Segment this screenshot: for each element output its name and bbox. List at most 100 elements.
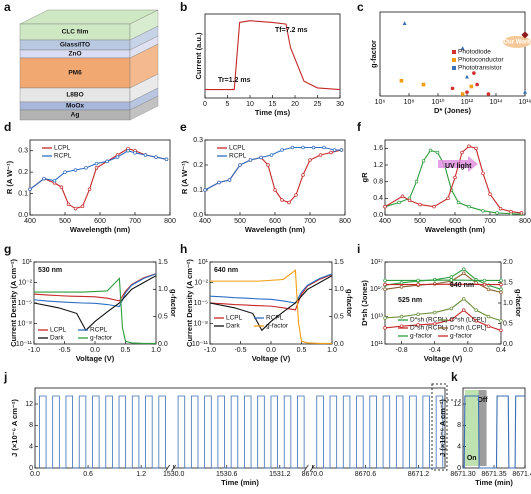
data-point (449, 282, 454, 286)
annotation: 530 nm (38, 267, 62, 274)
data-point (416, 323, 420, 327)
data-point (399, 78, 404, 83)
y-tick-label: 10¹³ (371, 314, 384, 321)
panel-label: f (357, 120, 362, 134)
data-point (399, 314, 404, 319)
y-tick-label: 8 (457, 422, 461, 429)
data-point (66, 202, 71, 207)
layer-side (129, 95, 159, 121)
region-label: On (467, 455, 477, 462)
x-tick-label: 0.5 (297, 347, 307, 354)
y-tick-label: 0 (457, 465, 461, 472)
y-axis-label: Current Density (A cm⁻²) (185, 259, 194, 347)
y2-tick-label: 1.5 (158, 259, 168, 266)
data-point (421, 159, 426, 163)
axis-break (165, 464, 170, 472)
data-point (432, 310, 437, 315)
data-point (73, 206, 78, 211)
data-point (28, 187, 32, 192)
y2-tick-label: 0.0 (334, 341, 344, 348)
data-point (59, 185, 64, 189)
data-point (87, 187, 92, 192)
data-point (84, 166, 88, 170)
data-point (332, 148, 337, 152)
layer-label: PM6 (68, 70, 82, 77)
y-tick-label: 10⁻⁵ (194, 300, 208, 307)
y-tick-label: 0.2 (193, 162, 203, 169)
series-line (384, 145, 522, 214)
uv-arrow (438, 156, 478, 172)
data-point (449, 275, 454, 279)
y2-tick-label: 1.0 (503, 300, 513, 307)
legend-label: LCPL (229, 145, 246, 152)
data-point (203, 188, 207, 192)
x-tick-label: 0.5 (121, 347, 131, 354)
series-line (209, 273, 333, 311)
x-tick-label: 10¹⁶ (519, 99, 531, 106)
data-point (498, 207, 503, 211)
x-tick-label: 1.0 (151, 347, 161, 354)
data-point (290, 145, 295, 150)
data-point (397, 200, 401, 205)
data-point (280, 148, 284, 152)
x-tick-label: 5 (226, 101, 230, 108)
y-tick-label: 1.2 (373, 162, 383, 169)
data-point (499, 278, 503, 283)
y-tick-label: 10⁻⁵ (18, 300, 32, 307)
x-tick-label: 0.0 (30, 471, 40, 478)
data-point (449, 278, 454, 282)
y-tick-label: 10¹¹ (371, 341, 384, 348)
y-tick-label: 0.0 (18, 212, 28, 219)
y-tick-label: 0.8 (373, 179, 383, 186)
x-tick-label: -0.5 (234, 347, 246, 354)
data-point (474, 281, 478, 285)
data-point (400, 194, 405, 199)
x-tick-label: 8671.2 (408, 471, 430, 478)
data-point (488, 192, 492, 196)
x-tick-label: 800 (519, 218, 531, 225)
y-tick-label: 12 (453, 401, 461, 408)
data-point (311, 145, 316, 150)
x-tick-label: -0.5 (58, 347, 70, 354)
y-tick-label: 10¹ (198, 259, 209, 266)
x-tick-label: 500 (59, 218, 71, 225)
legend-label: g-factor (450, 333, 473, 340)
data-point (481, 171, 485, 176)
legend-label: Photoconductor (458, 57, 504, 64)
data-point (217, 180, 221, 185)
data-point (499, 319, 503, 323)
data-point (383, 316, 387, 320)
data-point (509, 209, 513, 214)
legend-label: g-factor (90, 335, 113, 342)
data-point (467, 144, 471, 149)
plot-frame (29, 139, 171, 216)
y-tick-label: 8 (29, 422, 33, 429)
x-axis-label: Voltage (V) (252, 354, 291, 363)
data-point (164, 157, 169, 162)
legend-label: RCPL (54, 153, 72, 160)
axis-break (304, 464, 309, 472)
data-point (446, 196, 450, 201)
annotation: 640 nm (214, 267, 238, 274)
y-axis-label: R (A W⁻¹) (5, 160, 14, 194)
data-point (383, 282, 387, 287)
annotation: 525 nm (398, 297, 422, 304)
y2-tick-label: 0.5 (158, 314, 168, 321)
data-point (402, 21, 407, 26)
y-tick-label: 1.6 (373, 145, 383, 152)
x-axis-label: Voltage (V) (424, 354, 463, 363)
data-point (94, 161, 99, 166)
y-tick-label: 0.3 (193, 137, 203, 144)
data-point (474, 308, 478, 312)
data-point (266, 163, 270, 167)
x-axis-label: D* (Jones) (434, 106, 472, 115)
plot-frame (204, 139, 346, 216)
data-point (469, 84, 474, 89)
y2-tick-label: 0.0 (158, 341, 168, 348)
data-point (308, 158, 312, 162)
data-point (432, 322, 437, 326)
data-point (105, 159, 109, 164)
data-point (94, 166, 99, 170)
data-point (115, 155, 120, 159)
data-point (294, 193, 298, 197)
